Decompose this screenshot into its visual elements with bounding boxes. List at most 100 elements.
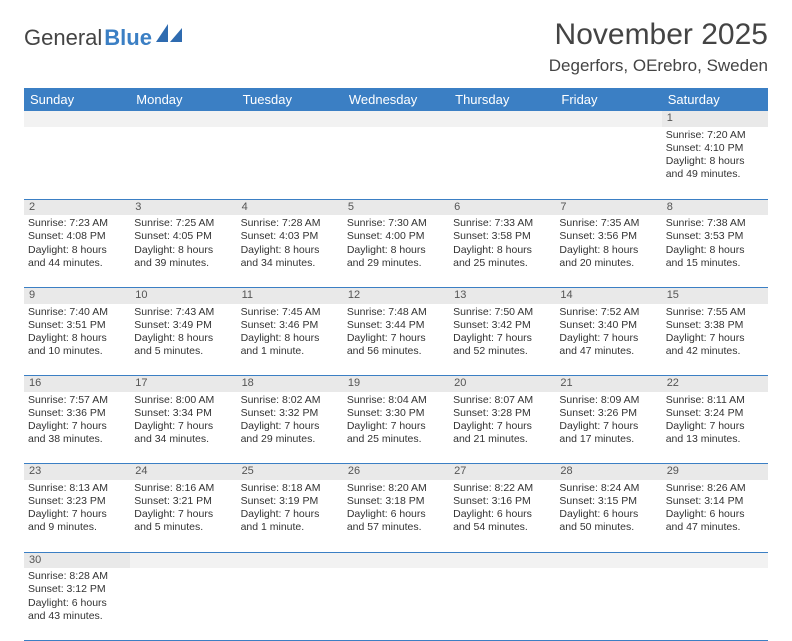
day-daylight1: Daylight: 8 hours bbox=[134, 244, 232, 257]
day-number-cell: 4 bbox=[237, 199, 343, 215]
day-sunset: Sunset: 3:30 PM bbox=[347, 407, 445, 420]
day-sunset: Sunset: 3:46 PM bbox=[241, 319, 339, 332]
day-info-row: Sunrise: 7:57 AMSunset: 3:36 PMDaylight:… bbox=[24, 392, 768, 464]
day-number-cell: 5 bbox=[343, 199, 449, 215]
day-info-cell bbox=[237, 127, 343, 199]
day-sunrise: Sunrise: 7:25 AM bbox=[134, 217, 232, 230]
day-daylight2: and 29 minutes. bbox=[347, 257, 445, 270]
day-daylight1: Daylight: 7 hours bbox=[28, 508, 126, 521]
day-sunset: Sunset: 3:44 PM bbox=[347, 319, 445, 332]
day-daylight2: and 39 minutes. bbox=[134, 257, 232, 270]
day-info-row: Sunrise: 7:20 AMSunset: 4:10 PMDaylight:… bbox=[24, 127, 768, 199]
day-sunrise: Sunrise: 8:11 AM bbox=[666, 394, 764, 407]
day-number-cell bbox=[449, 552, 555, 568]
day-number-cell: 26 bbox=[343, 464, 449, 480]
day-info-cell: Sunrise: 7:43 AMSunset: 3:49 PMDaylight:… bbox=[130, 304, 236, 376]
day-daylight2: and 9 minutes. bbox=[28, 521, 126, 534]
day-number-cell: 12 bbox=[343, 287, 449, 303]
day-daylight1: Daylight: 7 hours bbox=[134, 508, 232, 521]
day-number-cell: 10 bbox=[130, 287, 236, 303]
daynum-row: 30 bbox=[24, 552, 768, 568]
day-sunrise: Sunrise: 7:38 AM bbox=[666, 217, 764, 230]
calendar-table: Sunday Monday Tuesday Wednesday Thursday… bbox=[24, 88, 768, 641]
day-daylight1: Daylight: 8 hours bbox=[241, 244, 339, 257]
day-info-cell: Sunrise: 7:57 AMSunset: 3:36 PMDaylight:… bbox=[24, 392, 130, 464]
day-daylight1: Daylight: 7 hours bbox=[241, 508, 339, 521]
day-number-cell: 27 bbox=[449, 464, 555, 480]
daynum-row: 1 bbox=[24, 111, 768, 127]
day-info-cell: Sunrise: 7:45 AMSunset: 3:46 PMDaylight:… bbox=[237, 304, 343, 376]
day-info-cell: Sunrise: 8:04 AMSunset: 3:30 PMDaylight:… bbox=[343, 392, 449, 464]
day-info-cell bbox=[343, 127, 449, 199]
day-info-cell: Sunrise: 8:11 AMSunset: 3:24 PMDaylight:… bbox=[662, 392, 768, 464]
day-daylight2: and 47 minutes. bbox=[666, 521, 764, 534]
day-sunset: Sunset: 3:14 PM bbox=[666, 495, 764, 508]
day-info-row: Sunrise: 8:13 AMSunset: 3:23 PMDaylight:… bbox=[24, 480, 768, 552]
day-daylight2: and 5 minutes. bbox=[134, 345, 232, 358]
day-number-cell: 30 bbox=[24, 552, 130, 568]
day-number-cell: 11 bbox=[237, 287, 343, 303]
day-header: Sunday bbox=[24, 88, 130, 111]
day-sunrise: Sunrise: 7:52 AM bbox=[559, 306, 657, 319]
day-daylight1: Daylight: 7 hours bbox=[559, 332, 657, 345]
day-sunrise: Sunrise: 8:20 AM bbox=[347, 482, 445, 495]
day-sunset: Sunset: 3:32 PM bbox=[241, 407, 339, 420]
day-daylight1: Daylight: 7 hours bbox=[241, 420, 339, 433]
day-info-cell: Sunrise: 8:07 AMSunset: 3:28 PMDaylight:… bbox=[449, 392, 555, 464]
day-sunset: Sunset: 3:18 PM bbox=[347, 495, 445, 508]
day-sunset: Sunset: 4:05 PM bbox=[134, 230, 232, 243]
day-sunset: Sunset: 3:23 PM bbox=[28, 495, 126, 508]
month-title: November 2025 bbox=[549, 18, 768, 52]
day-info-cell bbox=[449, 127, 555, 199]
day-info-cell bbox=[130, 127, 236, 199]
day-sunrise: Sunrise: 7:20 AM bbox=[666, 129, 764, 142]
day-sunrise: Sunrise: 8:13 AM bbox=[28, 482, 126, 495]
day-sunset: Sunset: 3:56 PM bbox=[559, 230, 657, 243]
day-sunrise: Sunrise: 7:35 AM bbox=[559, 217, 657, 230]
day-number-cell bbox=[343, 552, 449, 568]
day-info-cell: Sunrise: 7:48 AMSunset: 3:44 PMDaylight:… bbox=[343, 304, 449, 376]
day-sunrise: Sunrise: 7:48 AM bbox=[347, 306, 445, 319]
day-sunrise: Sunrise: 8:07 AM bbox=[453, 394, 551, 407]
day-sunset: Sunset: 3:42 PM bbox=[453, 319, 551, 332]
day-daylight2: and 17 minutes. bbox=[559, 433, 657, 446]
location-subtitle: Degerfors, OErebro, Sweden bbox=[549, 56, 768, 76]
day-sunrise: Sunrise: 7:33 AM bbox=[453, 217, 551, 230]
day-number-cell bbox=[130, 111, 236, 127]
day-info-cell: Sunrise: 7:25 AMSunset: 4:05 PMDaylight:… bbox=[130, 215, 236, 287]
day-sunset: Sunset: 3:51 PM bbox=[28, 319, 126, 332]
day-sunrise: Sunrise: 7:40 AM bbox=[28, 306, 126, 319]
day-sunrise: Sunrise: 7:50 AM bbox=[453, 306, 551, 319]
day-sunrise: Sunrise: 8:22 AM bbox=[453, 482, 551, 495]
day-info-cell bbox=[343, 568, 449, 640]
day-info-cell bbox=[555, 127, 661, 199]
day-number-cell: 15 bbox=[662, 287, 768, 303]
day-daylight2: and 13 minutes. bbox=[666, 433, 764, 446]
day-daylight1: Daylight: 6 hours bbox=[347, 508, 445, 521]
day-daylight1: Daylight: 7 hours bbox=[134, 420, 232, 433]
day-number-cell bbox=[237, 111, 343, 127]
day-sunset: Sunset: 3:21 PM bbox=[134, 495, 232, 508]
day-daylight2: and 49 minutes. bbox=[666, 168, 764, 181]
day-sunrise: Sunrise: 8:26 AM bbox=[666, 482, 764, 495]
day-daylight1: Daylight: 7 hours bbox=[666, 332, 764, 345]
day-number-cell: 3 bbox=[130, 199, 236, 215]
day-header: Wednesday bbox=[343, 88, 449, 111]
day-number-cell: 2 bbox=[24, 199, 130, 215]
day-daylight2: and 56 minutes. bbox=[347, 345, 445, 358]
day-daylight1: Daylight: 8 hours bbox=[347, 244, 445, 257]
day-info-cell: Sunrise: 8:24 AMSunset: 3:15 PMDaylight:… bbox=[555, 480, 661, 552]
day-daylight2: and 1 minute. bbox=[241, 521, 339, 534]
day-number-cell bbox=[555, 552, 661, 568]
day-info-cell bbox=[237, 568, 343, 640]
day-daylight2: and 42 minutes. bbox=[666, 345, 764, 358]
day-number-cell: 18 bbox=[237, 376, 343, 392]
day-info-cell: Sunrise: 7:52 AMSunset: 3:40 PMDaylight:… bbox=[555, 304, 661, 376]
day-daylight1: Daylight: 8 hours bbox=[666, 155, 764, 168]
day-daylight1: Daylight: 7 hours bbox=[28, 420, 126, 433]
day-daylight2: and 15 minutes. bbox=[666, 257, 764, 270]
day-sunset: Sunset: 3:58 PM bbox=[453, 230, 551, 243]
title-block: November 2025 Degerfors, OErebro, Sweden bbox=[549, 18, 768, 76]
day-daylight2: and 52 minutes. bbox=[453, 345, 551, 358]
day-daylight2: and 34 minutes. bbox=[241, 257, 339, 270]
